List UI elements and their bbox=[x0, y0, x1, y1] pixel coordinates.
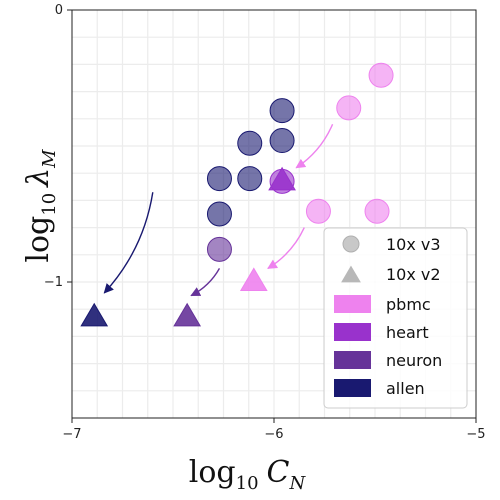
legend-label: neuron bbox=[386, 351, 442, 370]
y-axis-title: log10 λM bbox=[21, 149, 60, 263]
arrow-allen bbox=[103, 192, 154, 294]
legend-swatch-pbmc bbox=[334, 295, 371, 313]
x-tick-label: −5 bbox=[466, 427, 485, 442]
legend: 10x v3 10x v2 pbmc heart neuron allen bbox=[323, 227, 468, 409]
circle-point-pbmc bbox=[336, 95, 362, 121]
axis-ticks: −7 −6 −5 0 −1 bbox=[44, 3, 486, 442]
circle-point-pbmc bbox=[364, 198, 390, 224]
circle-point-neuron bbox=[206, 236, 232, 262]
x-axis-title-var-sub: N bbox=[289, 473, 307, 494]
circle-point-allen bbox=[237, 166, 263, 192]
circle-point-allen bbox=[206, 166, 232, 192]
circle-point-allen bbox=[269, 98, 295, 124]
legend-label: pbmc bbox=[386, 295, 431, 314]
arrows-layer bbox=[103, 123, 334, 297]
circle-point-pbmc bbox=[368, 62, 394, 88]
triangle-point-heart bbox=[268, 166, 296, 191]
legend-swatch-allen bbox=[334, 379, 371, 397]
arrow-pbmc bbox=[295, 123, 334, 169]
y-axis-title-var: λ bbox=[21, 168, 56, 188]
circle-point-pbmc bbox=[305, 198, 331, 224]
y-tick-label: 0 bbox=[55, 3, 63, 18]
legend-label: 10x v3 bbox=[386, 235, 441, 254]
legend-label: allen bbox=[386, 379, 425, 398]
x-tick-label: −6 bbox=[264, 427, 283, 442]
circle-point-allen bbox=[206, 201, 232, 227]
legend-swatch-neuron bbox=[334, 351, 371, 369]
legend-triangle-icon bbox=[341, 265, 361, 283]
legend-swatch-heart bbox=[334, 323, 371, 341]
x-axis-title-var: C bbox=[267, 455, 290, 490]
x-axis-title: log10 CN bbox=[189, 455, 307, 494]
triangle-point-neuron bbox=[173, 302, 202, 327]
markers-layer bbox=[80, 62, 394, 327]
legend-label: 10x v2 bbox=[386, 265, 441, 284]
x-axis-title-log: log bbox=[189, 455, 236, 490]
y-axis-title-log: log bbox=[21, 216, 56, 263]
x-axis-title-base: 10 bbox=[236, 473, 259, 494]
legend-label: heart bbox=[386, 323, 429, 342]
y-axis-title-base: 10 bbox=[39, 193, 60, 216]
y-axis-title-var-sub: M bbox=[39, 149, 60, 169]
triangle-point-allen bbox=[80, 302, 109, 327]
y-tick-label: −1 bbox=[44, 275, 63, 290]
arrow-pbmc bbox=[267, 227, 305, 269]
circle-point-allen bbox=[237, 130, 263, 156]
legend-circle-icon bbox=[342, 235, 360, 253]
arrow-neuron bbox=[190, 268, 221, 297]
circle-point-allen bbox=[269, 128, 295, 154]
x-tick-label: −7 bbox=[62, 427, 81, 442]
triangle-point-pbmc bbox=[239, 267, 268, 291]
